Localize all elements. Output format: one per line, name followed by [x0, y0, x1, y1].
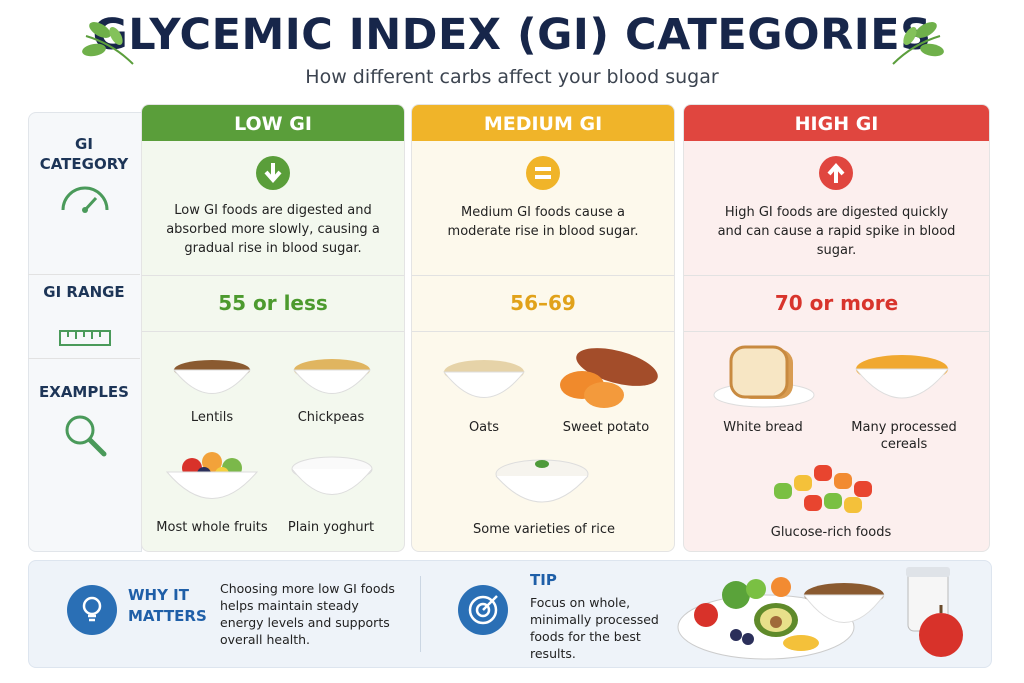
- food-label: Some varieties of rice: [473, 522, 615, 537]
- food-label: Many processed cereals: [851, 420, 957, 452]
- column-description: High GI foods are digested quickly and c…: [717, 205, 956, 258]
- food-label: Oats: [468, 420, 500, 435]
- page-title: GLYCEMIC INDEX (GI) CATEGORIES: [92, 10, 932, 60]
- tip-text: Focus on whole, minimally processed food…: [530, 595, 659, 661]
- column-header: HIGH GI: [684, 105, 989, 141]
- divider: [684, 275, 989, 276]
- why-text: Choosing more low GI foods helps maintai…: [220, 581, 395, 647]
- yoghurt-image: [291, 456, 373, 495]
- divider: [142, 275, 404, 276]
- medium-gi-column: MEDIUM GI Medium GI foods cause a modera…: [411, 104, 675, 552]
- gi-range: 70 or more: [774, 291, 899, 315]
- row-label: GI RANGE: [43, 283, 125, 301]
- target-icon: [458, 585, 508, 635]
- column-header: MEDIUM GI: [412, 105, 674, 141]
- divider: [142, 331, 404, 332]
- sweet-potato-image: [560, 348, 658, 408]
- chickpeas-image: [292, 359, 372, 394]
- lightbulb-icon: [67, 585, 117, 635]
- candy-image: [774, 465, 872, 513]
- why-title: WHY IT MATTERS: [128, 586, 207, 625]
- cereal-image: [854, 355, 950, 399]
- arrow-down-icon: [256, 156, 290, 190]
- bread-image: [713, 345, 815, 408]
- ruler-icon: [59, 330, 111, 346]
- divider: [684, 331, 989, 332]
- divider: [28, 274, 140, 275]
- food-label: Most whole fruits: [156, 520, 268, 535]
- rice-image: [495, 459, 589, 503]
- low-gi-column: LOW GI Low GI foods are digested and abs…: [141, 104, 405, 552]
- high-gi-column: HIGH GI High GI foods are digested quick…: [683, 104, 990, 552]
- divider: [420, 576, 421, 652]
- gi-range: 55 or less: [218, 291, 328, 315]
- gauge-icon: [61, 186, 109, 213]
- leaf-decoration: [892, 22, 944, 65]
- fruits-image: [165, 452, 259, 499]
- column-description: Low GI foods are digested and absorbed m…: [166, 203, 380, 256]
- gi-range: 56–69: [510, 291, 576, 315]
- oats-image: [442, 360, 526, 398]
- row-label: EXAMPLES: [39, 383, 129, 401]
- magnifier-icon: [65, 415, 107, 457]
- tip-title: TIP: [530, 571, 557, 589]
- food-label: Plain yoghurt: [287, 520, 375, 535]
- row-label: GI CATEGORY: [39, 135, 129, 173]
- divider: [412, 331, 674, 332]
- arrow-up-icon: [819, 156, 853, 190]
- column-header: LOW GI: [142, 105, 404, 141]
- page-subtitle: How different carbs affect your blood su…: [305, 66, 719, 88]
- divider: [412, 275, 674, 276]
- food-label: White bread: [723, 420, 803, 435]
- food-label: Lentils: [190, 410, 234, 425]
- leaf-decoration: [82, 22, 134, 65]
- column-description: Medium GI foods cause a moderate rise in…: [447, 205, 639, 239]
- lentils-image: [172, 360, 252, 394]
- divider: [28, 358, 140, 359]
- healthy-plate-image: [677, 567, 963, 660]
- food-label: Chickpeas: [297, 410, 365, 425]
- food-label: Glucose-rich foods: [770, 525, 892, 540]
- equals-icon: [526, 156, 560, 190]
- food-label: Sweet potato: [562, 420, 650, 435]
